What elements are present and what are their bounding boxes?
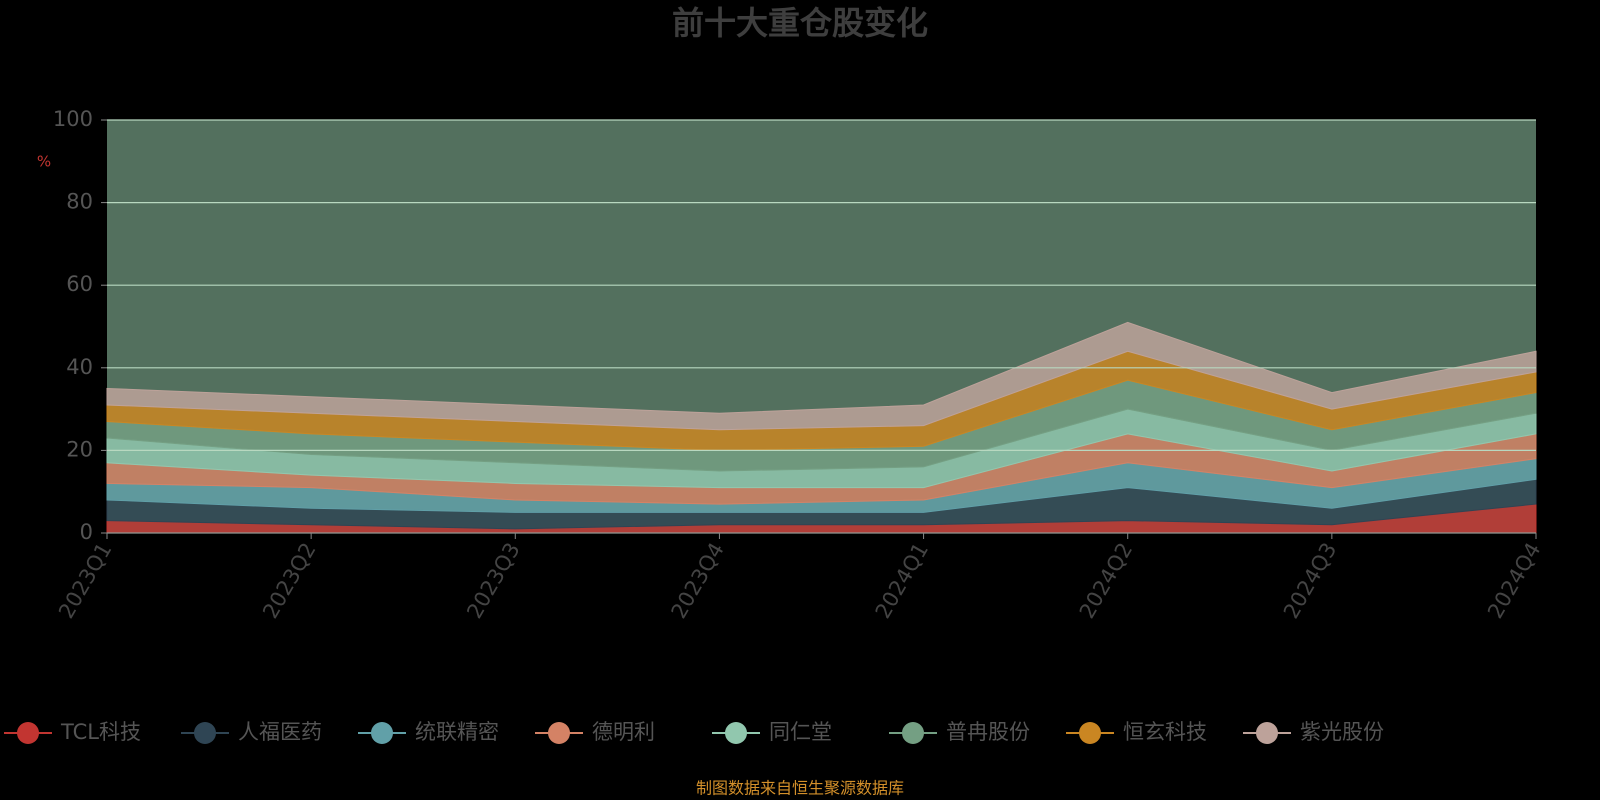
y-tick-label: 40 <box>66 355 93 379</box>
legend-label: 紫光股份 <box>1300 720 1384 744</box>
legend-label: 同仁堂 <box>769 720 832 744</box>
legend-label: 普冉股份 <box>946 720 1030 744</box>
y-tick-label: 100 <box>53 107 93 131</box>
y-tick-label: 20 <box>66 437 93 461</box>
legend-symbol <box>902 722 924 744</box>
legend-symbol <box>371 722 393 744</box>
legend-label: 德明利 <box>592 720 655 744</box>
legend-symbol <box>1256 722 1278 744</box>
y-tick-label: 60 <box>66 272 93 296</box>
legend-label: 恒玄科技 <box>1123 720 1207 744</box>
legend-symbol <box>1079 722 1101 744</box>
legend-symbol <box>725 722 747 744</box>
legend-symbol <box>548 722 570 744</box>
legend-label: 人福医药 <box>238 720 322 744</box>
y-axis-label: % <box>37 153 51 171</box>
legend-label: 统联精密 <box>415 720 499 744</box>
legend-label: TCL科技 <box>60 720 141 744</box>
chart-title: 前十大重仓股变化 <box>672 4 928 42</box>
legend-symbol <box>194 722 216 744</box>
legend-symbol <box>17 722 39 744</box>
area <box>106 321 1537 431</box>
y-tick-label: 0 <box>80 520 93 544</box>
y-tick-label: 80 <box>66 190 93 214</box>
source-note: 制图数据来自恒生聚源数据库 <box>696 779 904 798</box>
